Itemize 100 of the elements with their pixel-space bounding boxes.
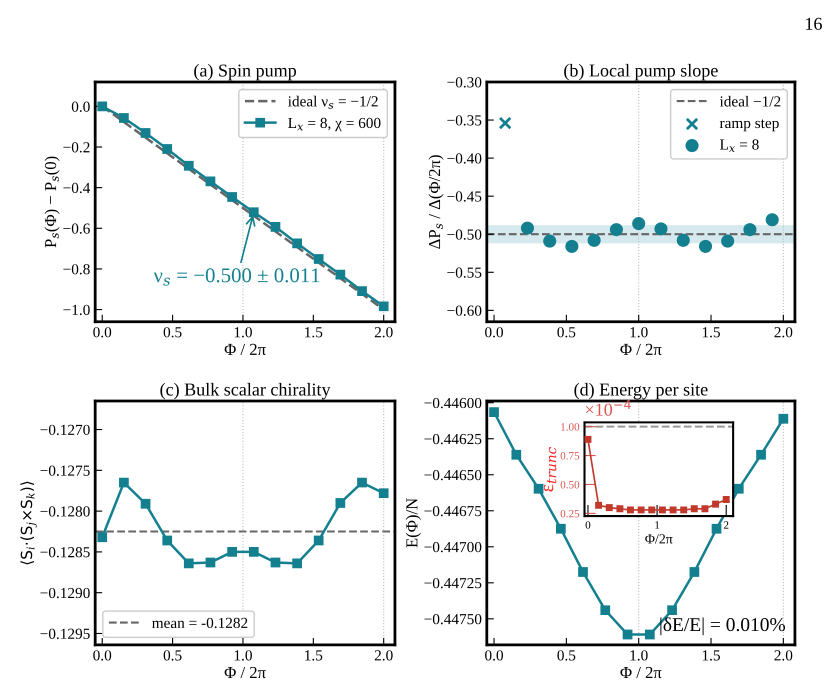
y-tick-label: −0.44725	[424, 578, 482, 588]
x-tick-label: 1.5	[305, 327, 322, 338]
point	[578, 567, 588, 577]
x-tick-label: 0.0	[485, 327, 504, 338]
point	[712, 524, 722, 534]
legend-label: L$_{x}$ = 8, χ = 600	[288, 118, 381, 132]
point	[248, 207, 259, 218]
annotation: ν$_{s}$ = −0.500 ± 0.011	[154, 268, 320, 286]
point	[206, 558, 216, 568]
point	[227, 547, 237, 557]
x-tick-label: 1.0	[630, 650, 648, 661]
y-axis-title: ΔP$_{s}$ / Δ(Φ/2π)	[428, 155, 444, 249]
x-tick-label: 2.0	[374, 327, 393, 338]
y-tick-label: −0.30	[447, 77, 482, 88]
y-tick-label: −0.1275	[40, 465, 90, 476]
point	[292, 238, 302, 248]
point	[140, 498, 150, 509]
x-axis-title: Φ/2π	[645, 534, 673, 544]
y-axis-title: ε$_{trunc}$	[544, 447, 556, 492]
x-tick-label: 0	[586, 521, 590, 529]
point	[766, 213, 779, 226]
x-tick-label: 2.0	[774, 327, 792, 338]
point	[140, 128, 150, 138]
point	[357, 286, 367, 296]
point	[97, 102, 108, 112]
x-tick-label: 2.0	[774, 650, 792, 661]
x-tick-label: 1	[655, 521, 660, 529]
point	[622, 630, 632, 640]
point	[292, 558, 302, 568]
y-tick-label: −0.4	[63, 182, 90, 194]
point	[162, 536, 172, 546]
point	[119, 478, 129, 488]
point	[644, 630, 655, 640]
point	[778, 414, 788, 424]
x-tick-label: 0.0	[93, 650, 112, 661]
point	[606, 504, 613, 512]
x-tick-label: 2	[724, 521, 728, 529]
point	[119, 113, 129, 123]
point	[184, 160, 194, 171]
point	[543, 234, 556, 248]
y-tick-label: −0.44700	[424, 542, 482, 552]
point	[648, 506, 656, 514]
point	[722, 496, 730, 503]
y-tick-label: −0.44600	[424, 398, 482, 408]
chart-title: (b) Local pump slope	[564, 64, 718, 80]
point	[721, 234, 734, 248]
point	[595, 502, 602, 509]
y-tick-label: −0.6	[63, 223, 90, 234]
point	[378, 488, 389, 498]
y-tick-label: −0.44750	[424, 614, 482, 624]
point	[712, 500, 720, 508]
legend-label: L$_{x}$ = 8	[720, 139, 759, 152]
x-tick-label: 1.5	[702, 327, 720, 338]
y-tick-label: −0.44675	[424, 506, 482, 516]
point	[565, 240, 578, 253]
y-tick-label: −0.50	[447, 229, 482, 240]
y-tick-label: −0.8	[63, 264, 90, 274]
x-tick-label: 1.0	[234, 327, 252, 338]
annotation: ×10$^{−4}$	[586, 400, 631, 416]
point	[556, 524, 566, 534]
x-tick-label: 0.5	[164, 327, 182, 338]
point	[97, 532, 108, 542]
point	[335, 498, 346, 508]
chart-title: (c) Bulk scalar chirality	[160, 382, 330, 400]
point	[511, 450, 522, 460]
point	[588, 234, 601, 247]
annotation: |δE/E| = 0.010%	[660, 617, 786, 636]
text: 16	[806, 18, 822, 30]
y-tick-label: 0.25	[560, 510, 580, 518]
y-tick-label: −0.45	[447, 191, 482, 202]
point	[680, 506, 688, 514]
y-tick-label: −0.44650	[424, 470, 482, 480]
point	[734, 484, 744, 494]
legend-label: ideal −1/2	[720, 96, 780, 107]
x-axis-title: Φ / 2π	[224, 666, 266, 678]
y-tick-label: −0.44625	[424, 434, 482, 444]
x-tick-label: 0.5	[164, 650, 182, 661]
point	[162, 144, 172, 154]
x-tick-label: 0.0	[93, 327, 112, 338]
x-axis-title: Φ / 2π	[224, 344, 266, 355]
point	[534, 484, 544, 494]
point	[206, 176, 216, 186]
point	[489, 407, 499, 417]
y-tick-label: −0.1295	[40, 628, 90, 639]
point	[378, 301, 389, 312]
legend-label: ramp step	[720, 119, 779, 132]
point	[658, 506, 666, 514]
point	[520, 222, 534, 235]
y-tick-label: −1.0	[63, 304, 90, 316]
x-tick-label: 0.0	[485, 650, 504, 661]
point	[698, 240, 712, 253]
point	[632, 217, 646, 230]
y-tick-label: 0.75	[560, 452, 580, 460]
y-tick-label: 0.50	[560, 480, 580, 488]
point	[690, 505, 698, 512]
x-tick-label: 1.5	[305, 650, 322, 661]
y-tick-label: −0.2	[63, 142, 90, 153]
point	[314, 254, 324, 264]
y-tick-label: −0.1270	[40, 424, 90, 436]
x-tick-label: 1.0	[630, 327, 648, 338]
